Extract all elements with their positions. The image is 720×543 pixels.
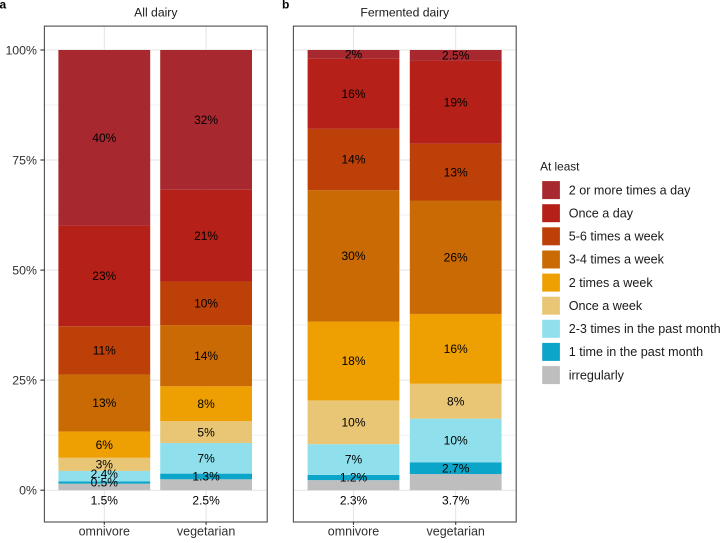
svg-text:At least: At least bbox=[540, 160, 580, 174]
svg-text:32%: 32% bbox=[194, 113, 218, 127]
svg-text:50%: 50% bbox=[12, 263, 37, 277]
svg-text:2-3 times in the past month: 2-3 times in the past month bbox=[569, 322, 720, 336]
svg-text:40%: 40% bbox=[92, 131, 116, 145]
svg-text:2%: 2% bbox=[345, 48, 363, 62]
svg-text:26%: 26% bbox=[444, 250, 468, 264]
svg-text:irregularly: irregularly bbox=[569, 368, 625, 382]
svg-text:18%: 18% bbox=[341, 354, 365, 368]
svg-text:8%: 8% bbox=[447, 394, 465, 408]
svg-text:14%: 14% bbox=[194, 349, 218, 363]
svg-text:2.5%: 2.5% bbox=[442, 49, 470, 63]
svg-text:2.3%: 2.3% bbox=[340, 494, 368, 508]
svg-text:25%: 25% bbox=[12, 373, 37, 387]
svg-text:3%: 3% bbox=[96, 458, 114, 472]
svg-text:All dairy: All dairy bbox=[134, 6, 178, 20]
svg-text:vegetarian: vegetarian bbox=[427, 524, 485, 538]
svg-text:8%: 8% bbox=[197, 397, 215, 411]
svg-text:1.3%: 1.3% bbox=[192, 470, 220, 484]
svg-text:1 time in the past month: 1 time in the past month bbox=[569, 345, 703, 359]
svg-text:1.5%: 1.5% bbox=[91, 494, 119, 508]
svg-text:0.5%: 0.5% bbox=[91, 476, 119, 490]
svg-text:2 or more times a day: 2 or more times a day bbox=[569, 183, 691, 197]
svg-text:13%: 13% bbox=[444, 165, 468, 179]
svg-text:omnivore: omnivore bbox=[79, 524, 130, 538]
svg-text:5%: 5% bbox=[197, 425, 215, 439]
svg-text:10%: 10% bbox=[444, 434, 468, 448]
svg-text:omnivore: omnivore bbox=[328, 524, 379, 538]
svg-text:a: a bbox=[0, 0, 7, 12]
svg-text:21%: 21% bbox=[194, 229, 218, 243]
svg-text:16%: 16% bbox=[444, 342, 468, 356]
svg-text:Once a day: Once a day bbox=[569, 206, 634, 220]
svg-text:2.4%: 2.4% bbox=[91, 467, 119, 481]
svg-text:19%: 19% bbox=[444, 96, 468, 110]
svg-text:3-4 times a week: 3-4 times a week bbox=[569, 253, 665, 267]
svg-text:2.7%: 2.7% bbox=[442, 461, 470, 475]
svg-text:0%: 0% bbox=[19, 484, 37, 498]
svg-text:Once a week: Once a week bbox=[569, 299, 643, 313]
svg-text:23%: 23% bbox=[92, 269, 116, 283]
svg-text:3.7%: 3.7% bbox=[442, 494, 470, 508]
svg-text:2.5%: 2.5% bbox=[192, 494, 220, 508]
svg-text:b: b bbox=[282, 0, 289, 11]
svg-text:Fermented dairy: Fermented dairy bbox=[360, 6, 450, 20]
svg-text:10%: 10% bbox=[341, 416, 365, 430]
svg-text:14%: 14% bbox=[341, 153, 365, 167]
svg-text:7%: 7% bbox=[345, 453, 363, 467]
svg-text:13%: 13% bbox=[92, 396, 116, 410]
svg-text:1.2%: 1.2% bbox=[340, 471, 368, 485]
svg-text:7%: 7% bbox=[197, 452, 215, 466]
svg-text:2 times a week: 2 times a week bbox=[569, 276, 654, 290]
svg-text:10%: 10% bbox=[194, 297, 218, 311]
svg-text:11%: 11% bbox=[93, 344, 116, 358]
svg-text:5-6 times a week: 5-6 times a week bbox=[569, 230, 665, 244]
svg-text:vegetarian: vegetarian bbox=[177, 524, 235, 538]
svg-text:6%: 6% bbox=[96, 438, 114, 452]
svg-text:16%: 16% bbox=[341, 87, 365, 101]
svg-text:75%: 75% bbox=[12, 153, 37, 167]
svg-text:100%: 100% bbox=[5, 43, 37, 57]
svg-text:30%: 30% bbox=[341, 249, 365, 263]
